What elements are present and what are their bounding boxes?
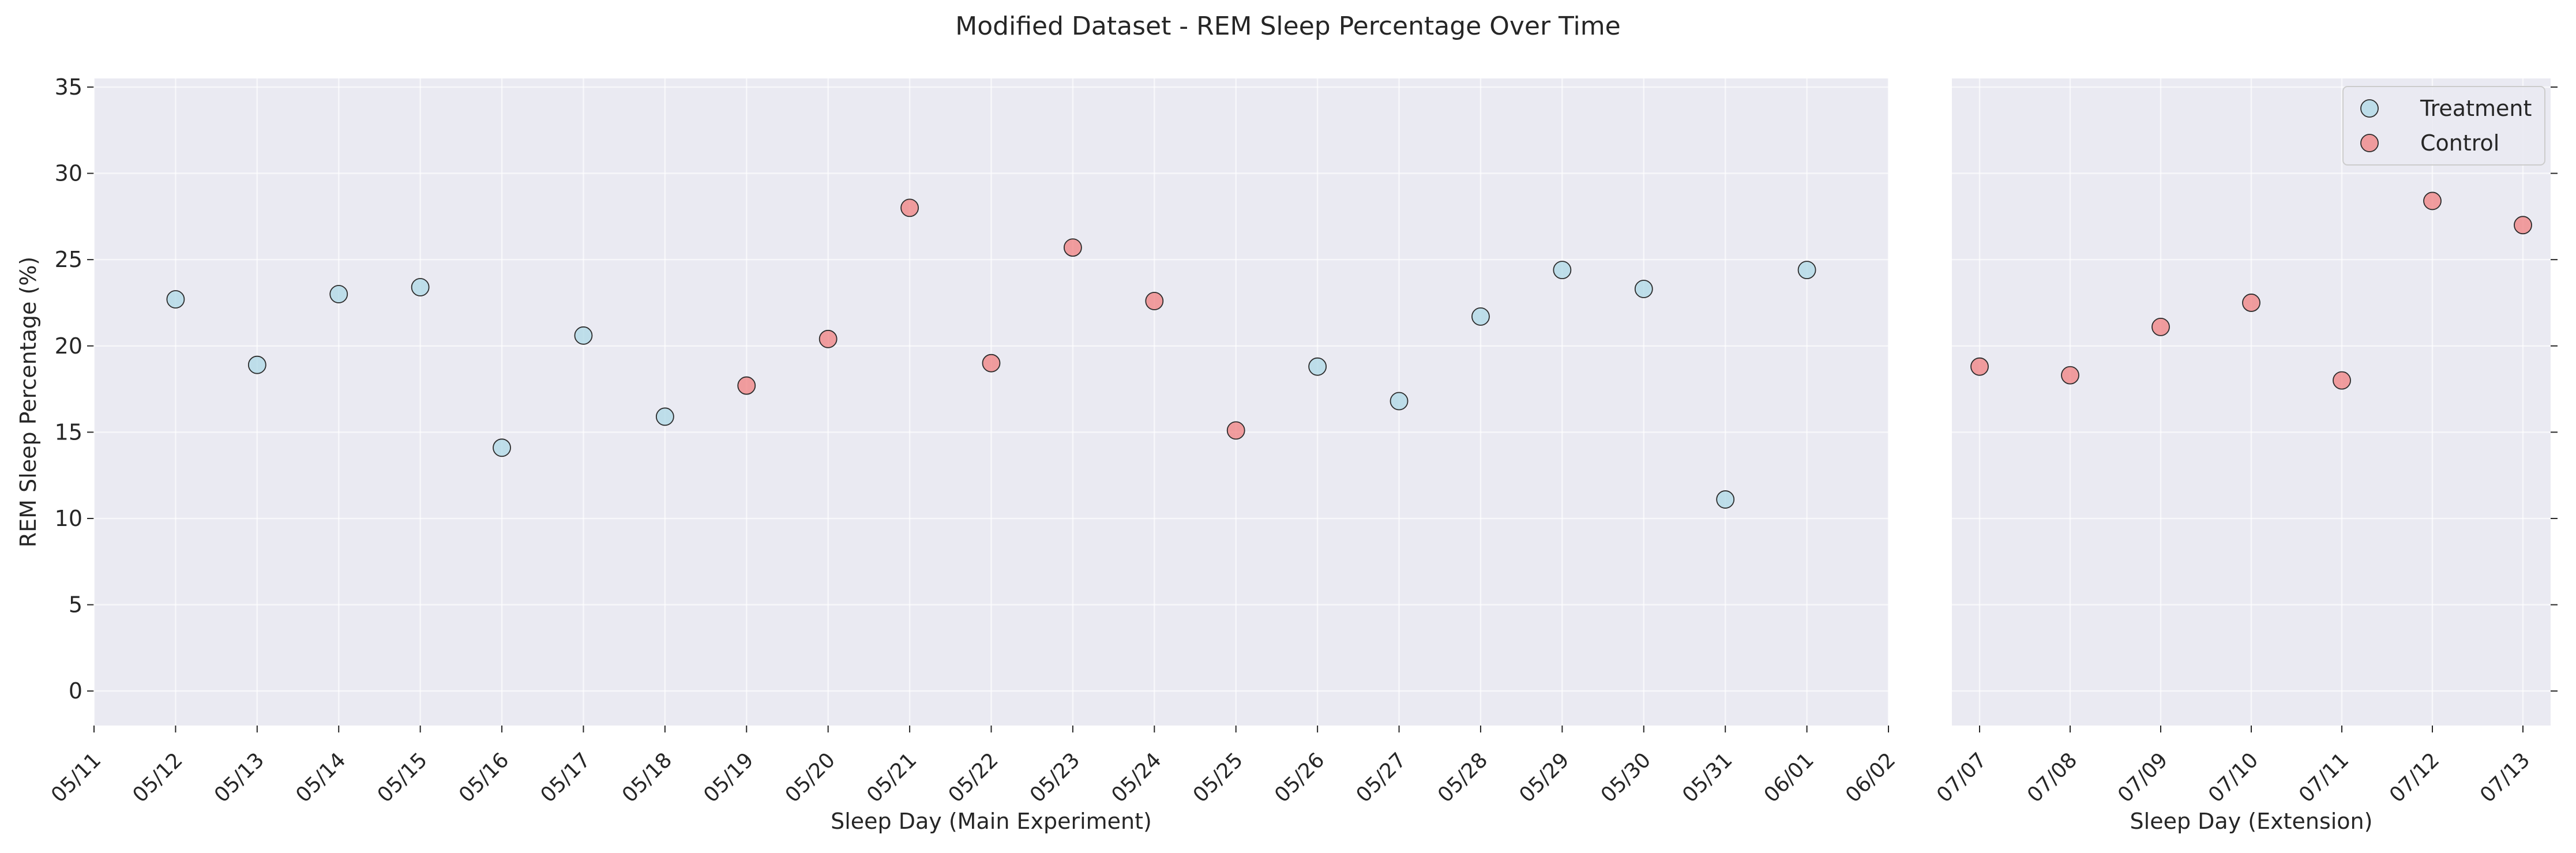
x-tick-label: 05/17 — [536, 748, 595, 807]
data-point-control — [1226, 421, 1245, 440]
legend-marker — [2360, 134, 2379, 152]
x-tick-label: 05/27 — [1352, 748, 1411, 807]
x-tick-label: 05/16 — [455, 748, 513, 807]
x-tick-label: 05/11 — [47, 748, 106, 807]
data-point-treatment — [574, 326, 593, 345]
data-point-treatment — [1390, 392, 1409, 411]
x-tick-label: 05/21 — [862, 748, 921, 807]
x-tick-label: 05/29 — [1515, 748, 1574, 807]
legend: Treatment Control — [2342, 86, 2545, 166]
x-tick-label: 05/15 — [373, 748, 432, 807]
data-point-control — [818, 329, 838, 348]
data-point-treatment — [1716, 490, 1735, 509]
data-point-control — [2242, 294, 2260, 312]
data-point-control — [2333, 371, 2351, 390]
data-point-control — [737, 376, 756, 395]
legend-marker — [2360, 99, 2379, 118]
x-tick-label: 05/28 — [1433, 748, 1492, 807]
data-point-treatment — [493, 438, 511, 457]
y-axis-label: REM Sleep Percentage (%) — [16, 257, 41, 548]
x-tick-label: 06/02 — [1841, 748, 1900, 807]
data-point-treatment — [411, 278, 430, 296]
x-tick-label: 05/12 — [128, 748, 187, 807]
x-tick-label: 06/01 — [1760, 748, 1819, 807]
x-tick-label: 07/12 — [2385, 748, 2444, 807]
x-tick-label: 05/24 — [1107, 748, 1166, 807]
y-tick-label: 5 — [69, 592, 82, 618]
x-tick-label: 05/13 — [210, 748, 269, 807]
data-point-control — [1145, 292, 1164, 310]
data-point-control — [2061, 366, 2079, 385]
data-point-treatment — [166, 290, 185, 309]
x-tick-label: 07/09 — [2113, 748, 2172, 807]
x-axis-label: Sleep Day (Main Experiment) — [831, 809, 1152, 834]
data-point-control — [2423, 191, 2442, 211]
x-tick-label: 05/18 — [618, 748, 677, 807]
legend-box — [2342, 86, 2545, 166]
data-point-control — [1064, 238, 1082, 257]
x-tick-label: 05/19 — [699, 748, 758, 807]
x-tick-label: 07/13 — [2476, 748, 2534, 807]
panel-2: 07/07 07/08 07/09 07/10 07/11 07/12 07/13 Sleep… — [1932, 78, 2558, 834]
data-point-treatment — [1308, 357, 1327, 376]
legend-label: Treatment — [2420, 96, 2532, 121]
x-tick-label: 05/23 — [1026, 748, 1084, 807]
x-tick-label: 05/31 — [1678, 748, 1737, 807]
legend-label: Control — [2420, 130, 2499, 156]
x-tick-label: 07/07 — [1932, 748, 1991, 807]
y-tick-label: 35 — [55, 74, 82, 100]
x-tick-label: 07/10 — [2204, 748, 2263, 807]
x-tick-label: 05/26 — [1270, 748, 1329, 807]
y-tick-label: 0 — [69, 678, 82, 704]
x-tick-label: 05/20 — [781, 748, 840, 807]
x-tick-label: 05/22 — [944, 748, 1003, 807]
panel-1: 0 5 10 15 20 25 30 35 05/11 05/12 05/13 05/14 05/15 0… — [47, 74, 1900, 834]
data-point-control — [2514, 216, 2532, 235]
y-tick-label: 20 — [55, 333, 82, 359]
data-point-control — [2151, 317, 2170, 336]
x-tick-label: 05/25 — [1189, 748, 1248, 807]
data-point-treatment — [1553, 261, 1572, 280]
y-tick-label: 30 — [55, 161, 82, 186]
y-tick-label: 15 — [55, 419, 82, 445]
data-point-treatment — [1797, 261, 1816, 280]
data-point-treatment — [1471, 307, 1490, 326]
y-tick-label: 25 — [55, 247, 82, 272]
data-point-treatment — [247, 355, 266, 374]
data-point-control — [982, 354, 1001, 373]
x-axis-label: Sleep Day (Extension) — [2130, 809, 2373, 834]
data-point-treatment — [655, 407, 674, 426]
data-point-treatment — [1634, 280, 1653, 298]
data-point-treatment — [329, 285, 348, 303]
x-tick-label: 07/08 — [2023, 748, 2082, 807]
y-tick-label: 10 — [55, 506, 82, 531]
x-tick-label: 05/30 — [1597, 748, 1655, 807]
data-point-control — [1970, 357, 1989, 376]
x-tick-label: 07/11 — [2295, 748, 2353, 807]
chart-title: Modified Dataset - REM Sleep Percentage … — [955, 12, 1620, 41]
x-tick-label: 05/14 — [291, 748, 350, 807]
data-point-control — [900, 198, 919, 217]
